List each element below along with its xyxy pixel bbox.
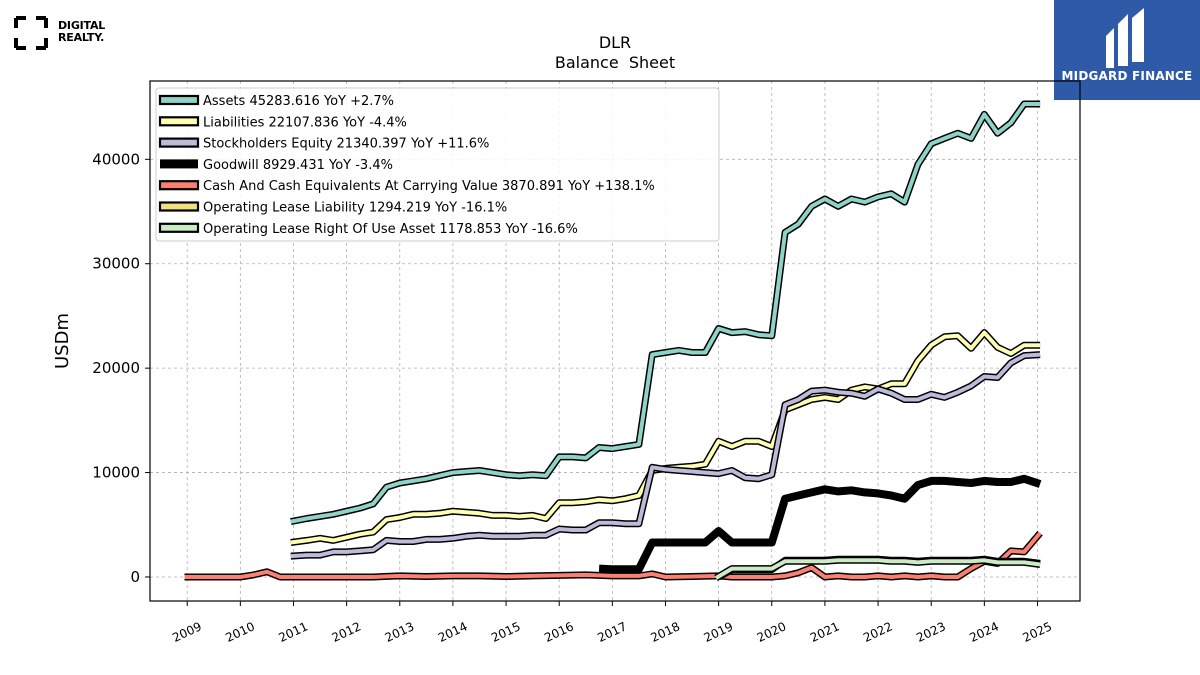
x-tick-label: 2009	[170, 619, 204, 645]
midgard-finance-logo: MIDGARD FINANCE	[1054, 0, 1200, 100]
y-tick-label: 40000	[92, 150, 140, 168]
legend-label: Stockholders Equity 21340.397 YoY +11.6%	[203, 137, 489, 152]
digital-realty-logo: DIGITAL REALTY.	[14, 16, 124, 50]
x-tick-label: 2025	[1020, 619, 1054, 645]
legend: Assets 45283.616 YoY +2.7% Liabilities 22…	[155, 87, 720, 242]
x-tick-label: 2024	[967, 619, 1001, 645]
legend-label: Goodwill 8929.431 YoY -3.4%	[203, 158, 393, 173]
y-tick-label: 20000	[92, 359, 140, 377]
midgard-finance-mark-icon	[1106, 8, 1144, 68]
y-tick-label: 0	[130, 568, 140, 586]
x-tick-label: 2022	[861, 619, 895, 645]
x-tick-label: 2015	[489, 619, 523, 645]
logo-right-text: MIDGARD FINANCE	[1061, 69, 1193, 83]
x-tick-label: 2023	[914, 619, 948, 645]
legend-swatch	[158, 201, 200, 212]
legend-label: Operating Lease Liability 1294.219 YoY -…	[203, 201, 507, 216]
series-line	[598, 474, 1042, 574]
series-line	[290, 352, 1041, 559]
logo-left-line2: REALTY.	[58, 31, 105, 44]
y-tick-label: 30000	[92, 255, 140, 273]
legend-label: Cash And Cash Equivalents At Carrying Va…	[203, 179, 655, 194]
x-tick-label: 2021	[808, 619, 842, 645]
y-axis-label: USDm	[52, 313, 73, 369]
chart-title: DLR	[599, 33, 631, 52]
legend-swatch	[158, 137, 200, 148]
x-tick-label: 2011	[276, 619, 310, 645]
plot-frame	[149, 80, 1081, 602]
x-tick-label: 2014	[436, 619, 470, 645]
legend-swatch	[158, 116, 200, 127]
legend-label: Assets 45283.616 YoY +2.7%	[203, 94, 394, 109]
x-tick-label: 2017	[595, 619, 629, 645]
legend-swatch	[158, 180, 200, 191]
x-tick-label: 2013	[383, 619, 417, 645]
y-tick-label: 10000	[92, 464, 140, 482]
x-tick-label: 2016	[542, 619, 576, 645]
digital-realty-mark-icon	[14, 16, 48, 50]
series-line	[290, 102, 1041, 524]
legend-swatch	[158, 222, 200, 233]
legend-swatch	[160, 159, 198, 169]
x-tick-label: 2019	[702, 619, 736, 645]
legend-label: Liabilities 22107.836 YoY -4.4%	[203, 115, 407, 130]
x-tick-label: 2020	[755, 619, 789, 645]
series-layer	[184, 100, 1043, 582]
legend-label: Operating Lease Right Of Use Asset 1178.…	[203, 222, 578, 237]
legend-box	[155, 87, 720, 242]
x-tick-label: 2012	[330, 619, 364, 645]
series-line	[184, 531, 1042, 579]
chart-subtitle: Balance Sheet	[555, 53, 675, 72]
series-line	[714, 558, 1041, 580]
logo-left-line1: DIGITAL	[58, 19, 106, 32]
x-tick-label: 2018	[648, 619, 682, 645]
x-tick-label: 2010	[223, 619, 257, 645]
legend-swatch	[158, 94, 200, 106]
